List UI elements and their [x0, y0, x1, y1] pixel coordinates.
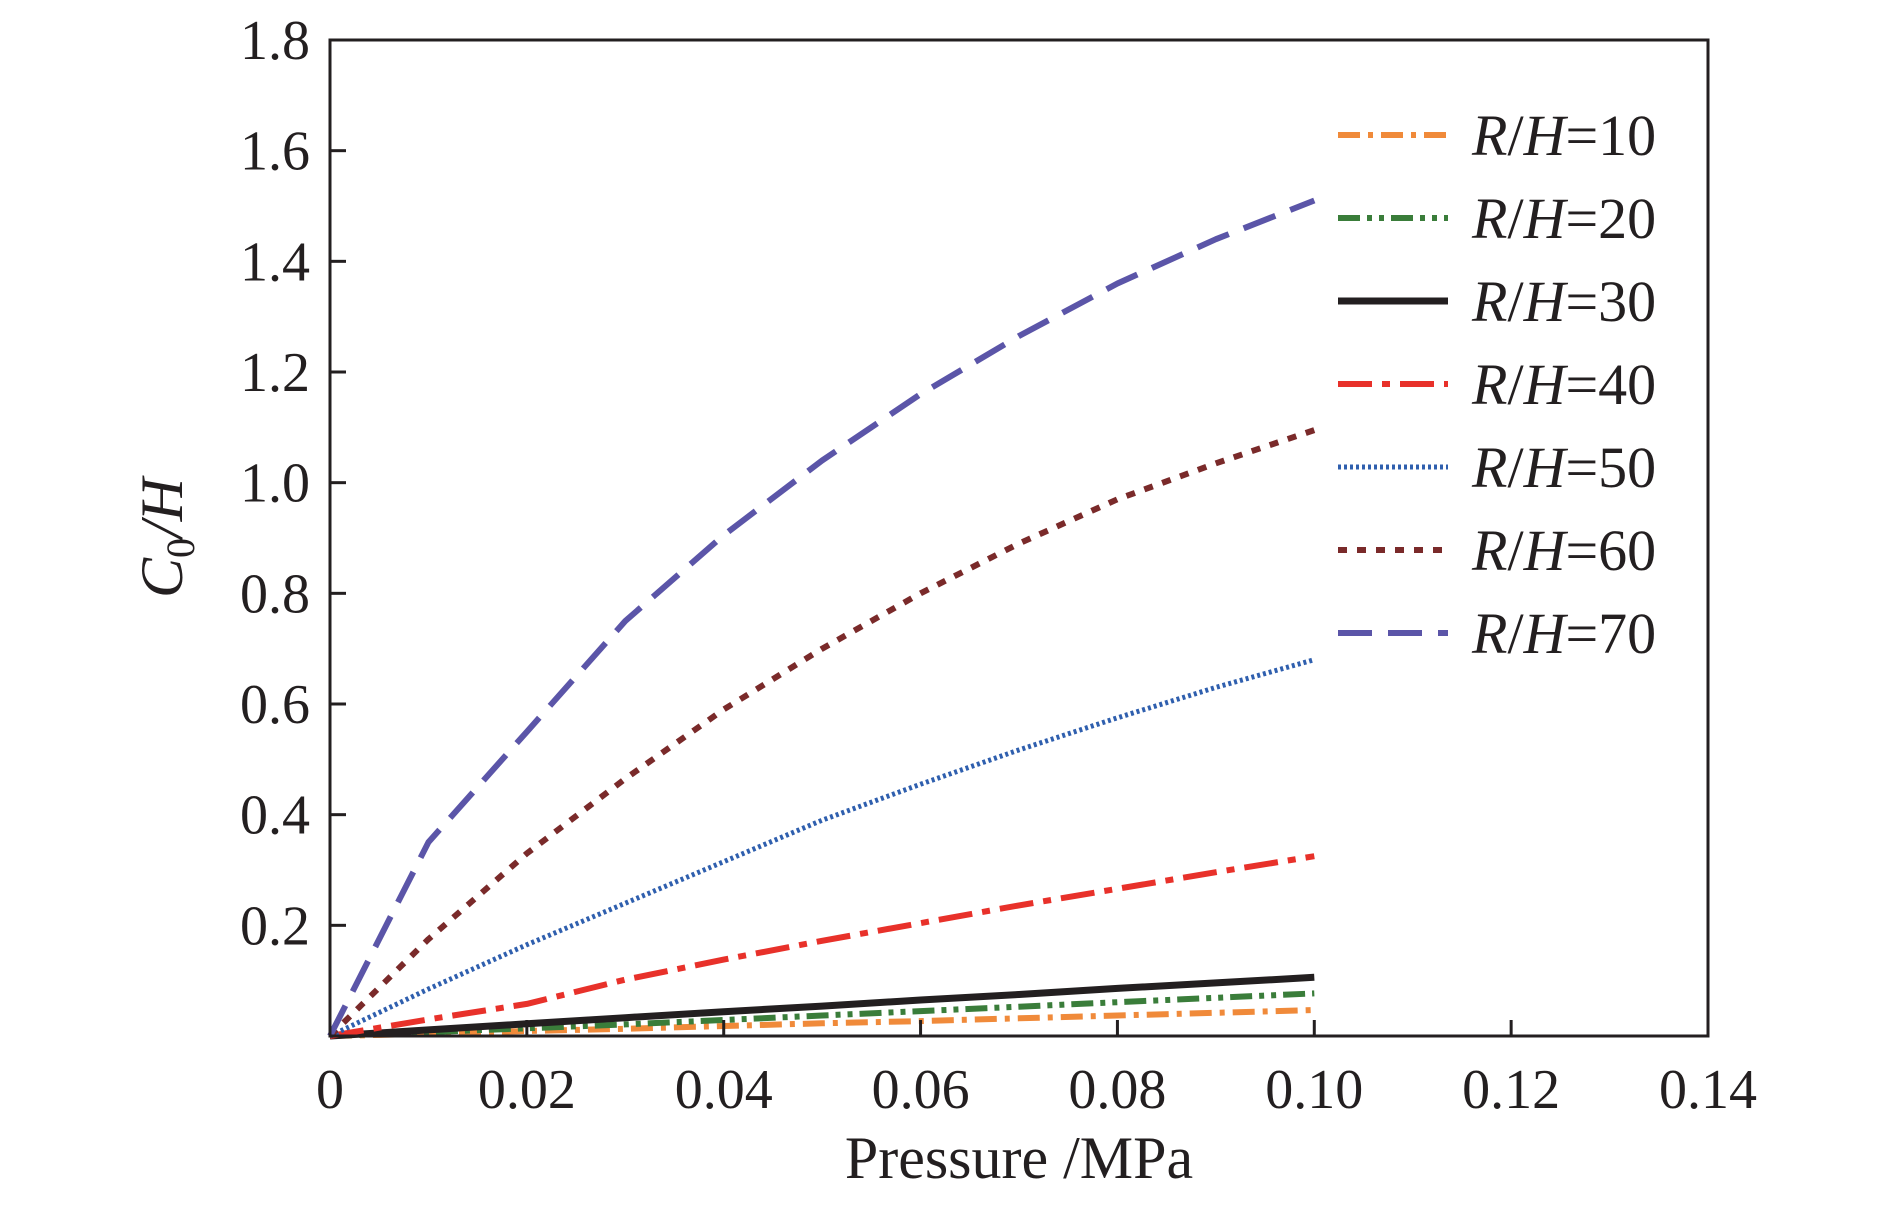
y-axis: 0.2 0.4 0.6 0.8 1.0 1.2 1.4 1.6 1.8	[240, 10, 346, 957]
plot-lines	[327, 197, 1316, 1040]
y-tick-label: 1.4	[240, 231, 310, 293]
y-axis-title-main: C	[129, 557, 195, 598]
x-tick-label: 0.04	[675, 1059, 773, 1121]
legend-label: R/H=70	[1471, 601, 1656, 666]
y-tick-label: 0.8	[240, 563, 310, 625]
series-line-R/H=60	[327, 427, 1316, 1039]
y-tick-label: 0.2	[240, 895, 310, 957]
x-tick-label: 0.10	[1265, 1059, 1363, 1121]
x-tick-label: 0	[316, 1059, 344, 1121]
x-tick-label: 0.02	[478, 1059, 576, 1121]
legend-label: R/H=20	[1471, 186, 1656, 251]
y-tick-label: 1.8	[240, 10, 310, 72]
series-line-R/H=50	[328, 657, 1315, 1039]
x-tick-label: 0.12	[1462, 1059, 1560, 1121]
x-tick-label: 0.08	[1068, 1059, 1166, 1121]
x-axis-title: Pressure /MPa	[845, 1125, 1193, 1191]
y-axis-title: C0/H	[129, 474, 203, 598]
series-line-R/H=30	[329, 973, 1315, 1040]
legend-label: R/H=60	[1471, 518, 1656, 583]
y-axis-title-subscript: 0	[158, 538, 203, 558]
y-tick-label: 0.6	[240, 674, 310, 736]
series-line-R/H=20	[329, 990, 1315, 1039]
y-tick-label: 1.2	[240, 342, 310, 404]
legend: R/H=10 R/H=20 R/H=30 R/H=40 R/H=50 R/H=60 R/H=…	[1338, 103, 1656, 666]
x-tick-label: 0.06	[872, 1059, 970, 1121]
series-line-R/H=40	[329, 853, 1315, 1039]
y-tick-label: 1.6	[240, 121, 310, 183]
series-line-R/H=70	[327, 197, 1316, 1038]
legend-label: R/H=50	[1471, 435, 1656, 500]
series-line-R/H=10	[329, 1007, 1315, 1039]
y-tick-label: 1.0	[240, 453, 310, 515]
legend-label: R/H=10	[1471, 103, 1656, 168]
y-axis-title-rest: /H	[129, 474, 195, 541]
legend-label: R/H=30	[1471, 269, 1656, 334]
y-tick-label: 0.4	[240, 785, 310, 847]
legend-label: R/H=40	[1471, 352, 1656, 417]
x-axis: 0 0.02 0.04 0.06 0.08 0.10 0.12 0.14	[316, 1020, 1757, 1121]
x-tick-label: 0.14	[1659, 1059, 1757, 1121]
plot-frame	[328, 38, 1710, 1038]
svg-text:C0/H: C0/H	[129, 474, 203, 598]
